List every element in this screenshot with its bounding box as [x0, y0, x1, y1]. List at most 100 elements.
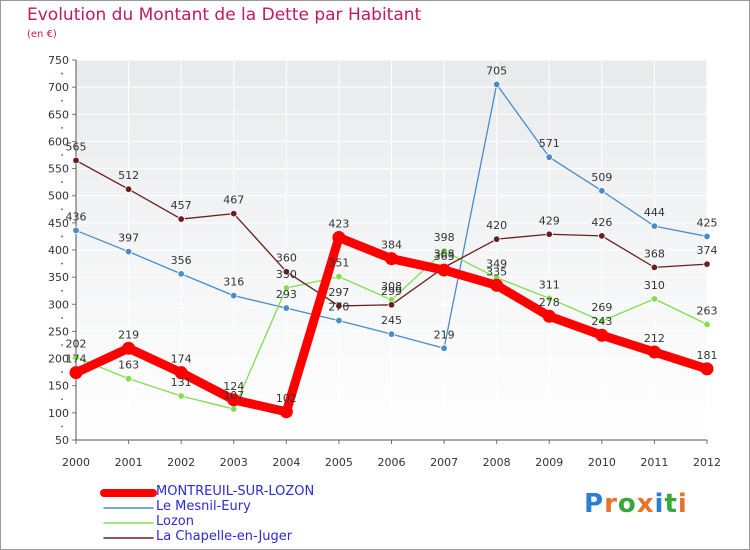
data-point [177, 270, 185, 278]
data-point [490, 278, 504, 292]
data-label: 310 [644, 279, 665, 292]
data-label: 368 [644, 247, 665, 260]
y-tick-label: 450 [48, 217, 69, 230]
data-point [72, 353, 80, 362]
data-label: 174 [66, 353, 87, 366]
data-label: 363 [434, 250, 455, 263]
data-label: 243 [591, 315, 612, 328]
x-tick-label: 2000 [62, 456, 90, 469]
y-minor-tick [61, 181, 63, 184]
x-tick-label: 2003 [220, 456, 248, 469]
y-tick-label: 200 [48, 353, 69, 366]
y-tick-label: 650 [48, 108, 69, 121]
y-tick-label: 500 [48, 190, 69, 203]
y-minor-tick [61, 371, 63, 374]
y-tick-label: 700 [48, 81, 69, 94]
data-label: 212 [644, 332, 665, 345]
x-tick-label: 2012 [693, 456, 721, 469]
data-label: 425 [697, 216, 718, 229]
data-point [545, 153, 553, 161]
data-label: 330 [276, 268, 297, 281]
data-label: 384 [381, 239, 402, 252]
x-tick-label: 2005 [325, 456, 353, 469]
chart-subtitle: (en €) [27, 29, 57, 40]
y-tick-label: 150 [48, 380, 69, 393]
data-label: 420 [486, 219, 507, 232]
data-label: 297 [328, 286, 349, 299]
data-label: 368 [434, 247, 455, 260]
y-minor-tick [61, 99, 63, 102]
data-label: 202 [66, 337, 87, 350]
y-tick-label: 550 [48, 163, 69, 176]
data-point [282, 268, 291, 276]
data-label: 351 [328, 257, 349, 270]
data-label: 360 [276, 252, 297, 265]
x-tick-label: 2004 [272, 456, 300, 469]
data-point [542, 309, 556, 323]
data-point [700, 362, 714, 376]
data-label: 335 [486, 265, 507, 278]
data-label: 397 [118, 232, 139, 245]
data-label: 181 [697, 349, 718, 362]
data-point [650, 263, 659, 272]
data-point [440, 247, 448, 255]
x-tick-label: 2010 [588, 456, 616, 469]
y-tick-label: 750 [48, 54, 69, 67]
data-label: 219 [434, 328, 455, 341]
data-point [440, 344, 448, 352]
data-point [72, 156, 80, 165]
data-point [124, 374, 133, 383]
data-point [177, 215, 185, 223]
y-minor-tick [61, 289, 63, 292]
y-tick-label: 250 [48, 325, 69, 338]
data-label: 163 [118, 359, 139, 372]
data-point [598, 187, 606, 195]
x-tick-label: 2006 [378, 456, 406, 469]
y-tick-label: 600 [48, 135, 69, 148]
data-point [647, 345, 661, 359]
data-label: 263 [697, 304, 718, 317]
data-label: 124 [223, 380, 244, 393]
data-label: 565 [66, 140, 87, 153]
data-label: 426 [591, 216, 612, 229]
x-tick-label: 2001 [115, 456, 143, 469]
data-label: 429 [539, 214, 560, 227]
legend-label: Le Mesnil-Eury [156, 499, 251, 514]
data-point [595, 328, 609, 342]
data-label: 308 [381, 280, 402, 293]
data-point [230, 405, 238, 413]
legend-label: Lozon [156, 514, 194, 529]
proxiti-logo: Proxiti [584, 489, 688, 519]
data-label: 509 [591, 171, 612, 184]
y-tick-label: 350 [48, 271, 69, 284]
data-point [650, 295, 659, 303]
data-label: 436 [66, 210, 87, 223]
data-label: 571 [539, 137, 560, 150]
y-tick-label: 400 [48, 244, 69, 257]
y-minor-tick [61, 344, 63, 346]
x-tick-label: 2002 [167, 456, 195, 469]
x-tick-label: 2008 [483, 456, 511, 469]
data-point [174, 366, 188, 380]
data-label: 174 [171, 353, 192, 366]
data-label: 467 [223, 194, 244, 207]
data-point [598, 232, 606, 240]
data-point [387, 301, 396, 309]
y-minor-tick [61, 72, 63, 75]
y-minor-tick [61, 235, 63, 238]
data-label: 299 [381, 285, 402, 298]
chart-title: Evolution du Montant de la Dette par Hab… [27, 5, 422, 25]
data-point [230, 209, 238, 218]
y-tick-label: 100 [48, 407, 69, 420]
data-point [69, 366, 83, 380]
data-label: 356 [171, 254, 192, 267]
data-point [282, 304, 291, 312]
y-minor-tick [61, 425, 63, 428]
data-point [598, 317, 606, 325]
legend-label: MONTREUIL-SUR-LOZON [156, 484, 315, 499]
data-label: 278 [539, 296, 560, 309]
data-point [335, 302, 343, 310]
y-minor-tick [61, 398, 63, 401]
data-label: 293 [276, 288, 297, 301]
